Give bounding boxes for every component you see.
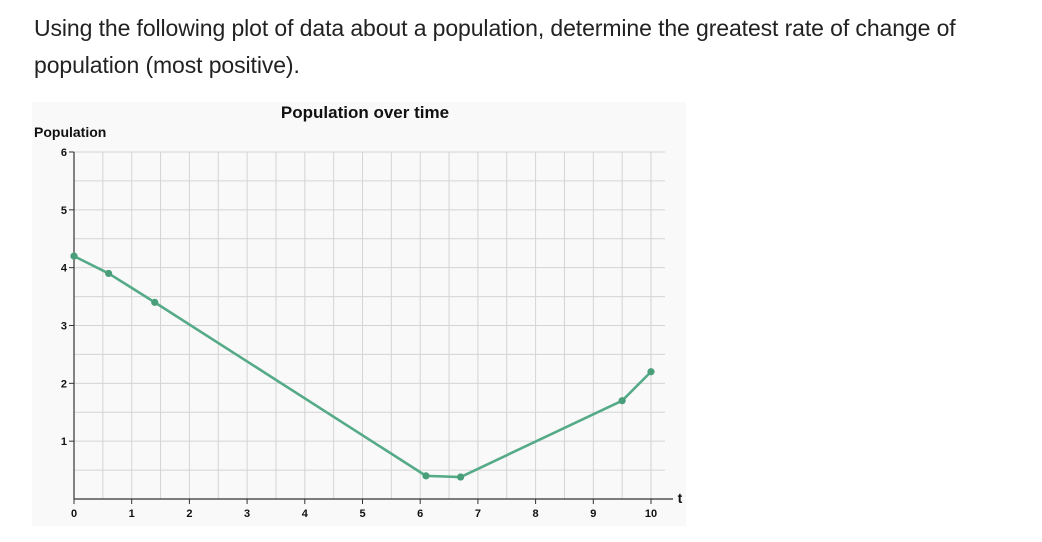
data-point — [105, 269, 113, 278]
data-point — [647, 368, 655, 376]
y-axis-label: Population — [34, 124, 106, 140]
question-text: Using the following plot of data about a… — [34, 15, 956, 78]
data-point — [70, 252, 78, 260]
x-tick-label: 3 — [244, 508, 250, 520]
y-tick-label: 5 — [61, 205, 67, 217]
x-tick-label: 6 — [417, 508, 423, 520]
x-tick-label: 8 — [533, 508, 539, 520]
data-points — [70, 252, 655, 481]
y-tick-label: 4 — [61, 263, 68, 275]
x-axis-label: t — [678, 490, 683, 506]
y-tick-label: 3 — [61, 321, 67, 333]
x-tick-label: 5 — [359, 508, 365, 520]
y-tick-label: 1 — [61, 436, 67, 448]
data-point — [618, 397, 626, 405]
grid — [74, 151, 665, 499]
data-point — [456, 473, 465, 481]
y-tick-label: 2 — [61, 378, 67, 390]
chart-panel: 0 1 2 3 4 5 6 7 8 9 10 1 2 3 4 5 6 Population over time … — [32, 102, 686, 526]
chart-title: Population over time — [281, 103, 449, 122]
data-point — [151, 298, 159, 306]
x-tick-label: 7 — [475, 508, 481, 520]
ticks: 0 1 2 3 4 5 6 7 8 9 10 1 2 3 4 5 6 — [61, 147, 657, 520]
x-tick-label: 4 — [302, 508, 309, 520]
x-tick-label: 10 — [645, 508, 657, 520]
x-tick-label: 0 — [71, 508, 77, 520]
x-tick-label: 1 — [129, 508, 135, 520]
y-tick-label: 6 — [61, 147, 67, 159]
x-tick-label: 9 — [590, 508, 596, 520]
x-tick-label: 2 — [186, 508, 192, 520]
data-point — [422, 472, 430, 480]
